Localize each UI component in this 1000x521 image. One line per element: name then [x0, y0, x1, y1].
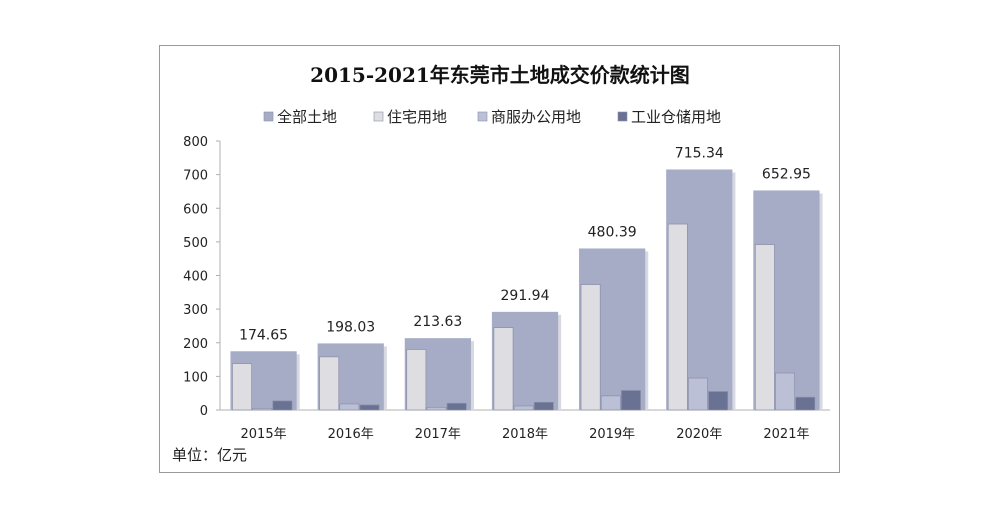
data-label-total: 291.94 [501, 288, 550, 304]
data-label-total: 174.65 [239, 327, 288, 343]
legend-swatch [617, 111, 628, 122]
y-tick-label: 300 [183, 303, 208, 318]
bar-commercial [687, 377, 708, 411]
x-tick-label: 2021年 [763, 427, 809, 442]
y-tick-label: 500 [183, 236, 208, 251]
bar-commercial [513, 405, 534, 411]
data-label-total: 213.63 [413, 314, 462, 330]
legend-label: 工业仓储用地 [631, 108, 721, 126]
bar-commercial [600, 395, 621, 411]
y-tick-label: 800 [183, 135, 208, 150]
data-label-total: 198.03 [326, 319, 375, 335]
bar-industrial [708, 391, 729, 411]
bar-commercial [426, 406, 447, 411]
bar-residential [406, 349, 427, 411]
chart-svg: 2015-2021年东莞市土地成交价款统计图 全部土地 住宅用地 商服办公用地 工业仓… [172, 63, 830, 464]
y-tick-label: 100 [183, 370, 208, 385]
x-tick-label: 2015年 [241, 427, 287, 442]
bar-residential [754, 244, 775, 411]
bar-industrial [272, 400, 293, 411]
data-labels: 174.65 198.03 213.63 291.94 480.39 715.34 652.… [239, 145, 811, 343]
legend-swatch [477, 111, 488, 122]
chart-frame: 2015-2021年东莞市土地成交价款统计图 全部土地 住宅用地 商服办公用地 工业仓… [159, 45, 840, 473]
legend-swatch [263, 111, 274, 122]
y-tick-label: 600 [183, 202, 208, 217]
bar-industrial [446, 402, 467, 411]
bar-industrial [795, 396, 816, 411]
y-tick-label: 700 [183, 169, 208, 184]
legend: 全部土地 住宅用地 商服办公用地 工业仓储用地 [263, 108, 721, 126]
legend-label: 住宅用地 [387, 108, 447, 126]
bar-commercial [252, 407, 273, 411]
y-axis-ticks: 0 100 200 300 400 500 600 700 800 [183, 135, 220, 419]
y-tick-label: 400 [183, 270, 208, 285]
data-label-total: 715.34 [675, 145, 724, 161]
chart-title: 2015-2021年东莞市土地成交价款统计图 [310, 63, 690, 87]
y-tick-label: 0 [200, 404, 208, 419]
x-tick-label: 2018年 [502, 427, 548, 442]
bar-commercial [775, 372, 796, 411]
bar-industrial [533, 401, 554, 411]
bar-residential [232, 363, 252, 411]
data-label-total: 652.95 [762, 166, 811, 182]
bar-residential [319, 356, 340, 411]
bar-residential [580, 284, 601, 411]
x-axis-ticks: 2015年 2016年 2017年 2018年 2019年 2020年 2021年 [241, 427, 810, 442]
x-tick-label: 2019年 [589, 427, 635, 442]
x-tick-label: 2020年 [676, 427, 722, 442]
unit-label: 单位：亿元 [172, 446, 247, 464]
bar-industrial [359, 404, 380, 411]
bar-commercial [339, 403, 360, 411]
legend-swatch [373, 111, 384, 122]
legend-label: 全部土地 [277, 108, 337, 126]
y-tick-label: 200 [183, 337, 208, 352]
bar-residential [667, 223, 688, 411]
bar-industrial [621, 390, 641, 411]
x-tick-label: 2017年 [415, 427, 461, 442]
x-tick-label: 2016年 [328, 427, 374, 442]
bars [230, 169, 823, 411]
bar-residential [493, 327, 514, 411]
legend-label: 商服办公用地 [491, 108, 581, 126]
data-label-total: 480.39 [588, 224, 637, 240]
